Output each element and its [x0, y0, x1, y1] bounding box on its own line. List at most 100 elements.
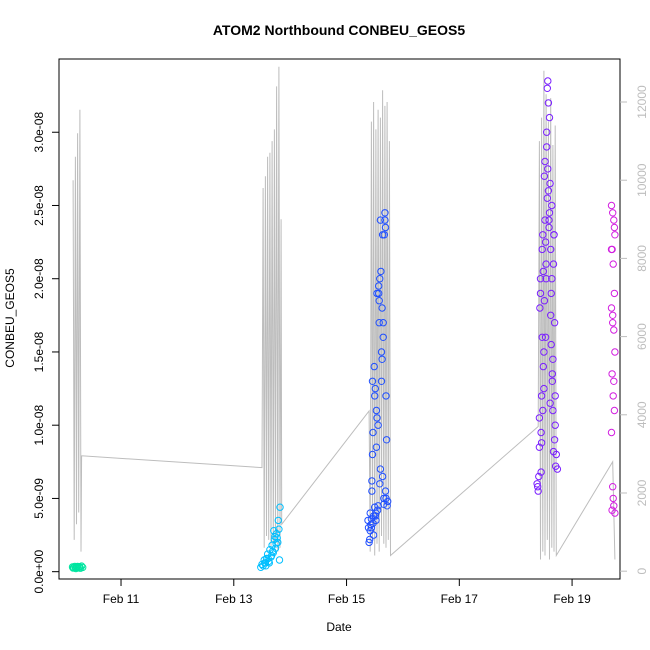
data-point	[375, 319, 383, 327]
data-point	[374, 421, 382, 429]
y-tick-label: 0.0e+00	[32, 550, 46, 594]
data-point	[366, 527, 374, 535]
data-point	[609, 392, 617, 400]
data-point	[610, 326, 618, 334]
x-tick-label: Feb 19	[553, 592, 591, 606]
data-point	[547, 245, 555, 254]
data-point	[541, 238, 550, 246]
y-tick-label: 2.0e-08	[32, 258, 46, 299]
data-point	[372, 406, 381, 415]
data-point	[370, 362, 378, 371]
data-point	[543, 84, 551, 93]
data-point	[369, 512, 378, 520]
x-tick-label: Feb 15	[328, 592, 366, 606]
data-point	[382, 436, 391, 444]
data-point	[547, 289, 555, 298]
data-point	[262, 562, 270, 570]
data-point	[548, 370, 556, 378]
altitude-series	[72, 66, 616, 560]
altitude-line	[72, 66, 616, 560]
data-point	[376, 480, 384, 488]
data-point	[379, 333, 387, 341]
data-point	[607, 428, 616, 437]
data-point	[269, 547, 277, 555]
data-point	[539, 406, 547, 415]
right-tick-label: 2000	[635, 479, 649, 506]
data-point	[609, 319, 617, 327]
x-tick-label: Feb 13	[215, 592, 253, 606]
data-point	[273, 534, 281, 542]
data-point	[548, 377, 556, 385]
right-tick-label: 0	[635, 568, 649, 575]
data-point	[539, 362, 547, 371]
data-point	[368, 377, 377, 385]
data-point	[610, 223, 619, 232]
y-tick-label: 3.0e-08	[32, 112, 46, 153]
data-point	[549, 406, 557, 415]
data-point	[547, 340, 555, 349]
data-point	[69, 564, 77, 572]
data-point	[378, 304, 386, 312]
data-point	[270, 527, 278, 535]
data-point	[539, 267, 547, 276]
data-point	[538, 245, 546, 254]
data-point	[378, 472, 387, 481]
data-point	[548, 275, 556, 283]
data-point	[376, 216, 385, 224]
data-point	[540, 172, 549, 180]
y-tick-label: 2.5e-08	[32, 185, 46, 226]
data-point	[371, 392, 379, 400]
data-point	[545, 223, 553, 232]
data-point	[610, 289, 619, 298]
data-point	[534, 483, 542, 491]
data-point	[380, 231, 388, 239]
data-point	[274, 538, 282, 547]
data-point	[537, 392, 546, 400]
data-point	[536, 275, 545, 283]
data-point	[73, 562, 82, 571]
data-point	[610, 502, 618, 510]
data-point	[549, 447, 558, 456]
data-point	[540, 297, 549, 305]
data-point	[381, 209, 389, 217]
data-point	[610, 406, 619, 415]
data-point	[541, 216, 549, 224]
data-point	[377, 377, 386, 385]
data-point	[547, 311, 555, 319]
x-axis: Feb 11 Feb 13 Feb 15 Feb 17 Feb 19	[103, 579, 591, 606]
data-point	[607, 304, 616, 312]
data-point	[536, 304, 544, 312]
data-point	[535, 443, 544, 451]
data-point	[609, 260, 617, 268]
right-tick-label: 6000	[635, 323, 649, 350]
data-point	[546, 399, 554, 407]
data-point	[537, 439, 546, 447]
data-point	[609, 209, 617, 217]
data-points	[68, 77, 619, 573]
data-point	[542, 260, 550, 268]
data-point	[377, 348, 386, 356]
data-point	[545, 113, 554, 122]
plot-frame	[58, 58, 621, 580]
data-point	[546, 179, 554, 188]
data-point	[369, 428, 377, 437]
data-point	[608, 506, 616, 514]
data-point	[365, 538, 373, 547]
data-point	[545, 209, 554, 217]
data-point	[611, 231, 619, 239]
data-point	[608, 370, 616, 378]
data-point	[543, 194, 551, 202]
data-point	[373, 414, 381, 422]
data-point	[382, 392, 390, 400]
data-point	[368, 487, 376, 495]
data-point	[375, 297, 383, 305]
data-point	[551, 392, 559, 400]
data-point	[275, 556, 284, 564]
data-point	[542, 275, 550, 283]
data-point	[533, 480, 541, 488]
data-point	[537, 428, 545, 437]
right-axis: 0 2000 4000 6000 8000 10000 12000	[620, 85, 649, 575]
data-point	[544, 187, 553, 195]
x-tick-label: Feb 11	[103, 592, 140, 606]
